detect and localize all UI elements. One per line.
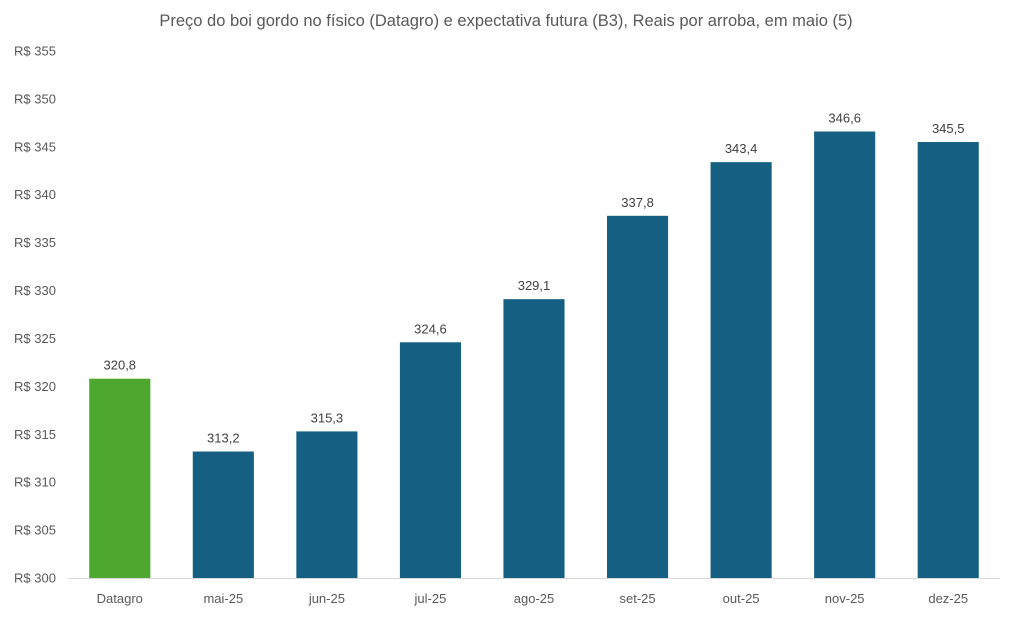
bar — [192, 451, 254, 578]
data-label: 315,3 — [311, 410, 344, 425]
data-label: 337,8 — [621, 195, 654, 210]
x-tick-label: jun-25 — [308, 591, 345, 606]
data-label: 343,4 — [725, 141, 758, 156]
data-label: 320,8 — [104, 358, 137, 373]
x-tick-label: nov-25 — [825, 591, 865, 606]
x-tick-label: jul-25 — [414, 591, 447, 606]
data-label: 313,2 — [207, 431, 240, 446]
bar — [607, 215, 669, 578]
data-label: 324,6 — [414, 321, 447, 336]
y-tick-label: R$ 330 — [14, 283, 56, 298]
x-tick-label: Datagro — [97, 591, 143, 606]
y-tick-label: R$ 355 — [14, 44, 56, 59]
y-tick-label: R$ 325 — [14, 331, 56, 346]
y-tick-label: R$ 340 — [14, 187, 56, 202]
y-tick-label: R$ 300 — [14, 571, 56, 586]
y-tick-label: R$ 320 — [14, 379, 56, 394]
chart-title: Preço do boi gordo no físico (Datagro) e… — [159, 12, 853, 30]
x-tick-label: dez-25 — [928, 591, 968, 606]
y-tick-label: R$ 305 — [14, 523, 56, 538]
bar — [814, 131, 876, 579]
data-label: 345,5 — [932, 121, 965, 136]
bar — [710, 162, 772, 578]
bar — [296, 431, 358, 578]
x-tick-label: ago-25 — [514, 591, 554, 606]
x-tick-label: set-25 — [619, 591, 655, 606]
x-tick-label: out-25 — [723, 591, 760, 606]
y-tick-label: R$ 345 — [14, 139, 56, 154]
data-label: 329,1 — [518, 278, 551, 293]
y-tick-label: R$ 315 — [14, 427, 56, 442]
data-label: 346,6 — [828, 110, 861, 125]
bar — [917, 142, 979, 578]
bar — [503, 299, 565, 578]
bar — [399, 342, 461, 578]
y-tick-label: R$ 350 — [14, 91, 56, 106]
bar — [89, 378, 151, 578]
y-tick-label: R$ 310 — [14, 475, 56, 490]
x-tick-label: mai-25 — [203, 591, 243, 606]
y-tick-label: R$ 335 — [14, 235, 56, 250]
